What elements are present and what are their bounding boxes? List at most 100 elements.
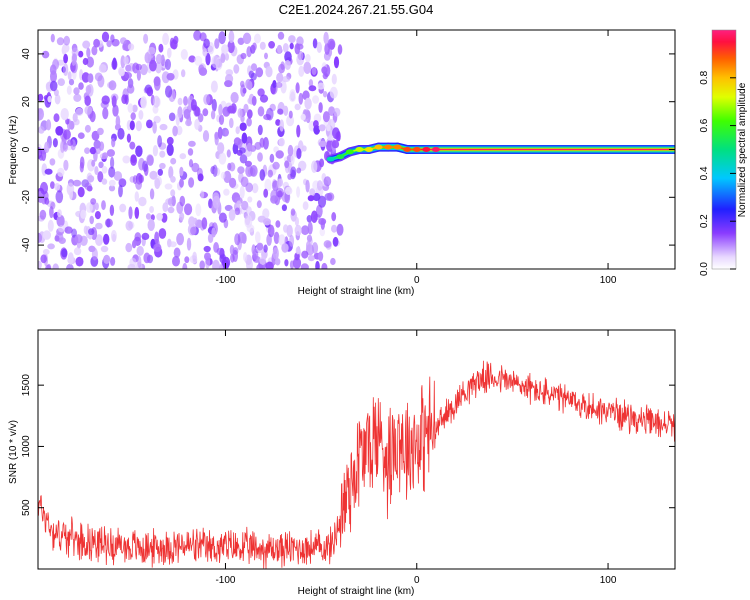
noise-blob xyxy=(67,71,72,80)
noise-blob xyxy=(224,53,229,61)
noise-blob xyxy=(288,110,293,119)
noise-blob xyxy=(272,161,280,170)
noise-blob xyxy=(228,209,236,221)
noise-blob xyxy=(281,76,291,83)
noise-blob xyxy=(242,32,252,44)
noise-blob xyxy=(110,34,115,43)
noise-blob xyxy=(72,53,77,63)
noise-blob xyxy=(202,48,208,57)
noise-blob xyxy=(278,63,285,74)
ridge-point xyxy=(431,147,440,152)
noise-blob xyxy=(98,64,107,73)
noise-blob xyxy=(298,92,304,105)
noise-blob xyxy=(179,195,186,207)
noise-blob xyxy=(212,259,220,269)
noise-blob xyxy=(69,187,73,200)
noise-blob xyxy=(142,160,148,172)
noise-blob xyxy=(218,31,226,45)
ridge-point xyxy=(393,144,402,150)
noise-blob xyxy=(94,202,99,211)
noise-blob xyxy=(294,224,302,236)
noise-blob xyxy=(47,243,55,250)
noise-blob xyxy=(184,256,190,264)
noise-blob xyxy=(245,165,254,177)
noise-blob xyxy=(84,95,91,107)
noise-blob xyxy=(239,122,247,131)
noise-blob xyxy=(323,240,332,248)
noise-blob xyxy=(316,41,322,54)
noise-blob xyxy=(167,47,172,59)
noise-blob xyxy=(126,133,131,143)
noise-blob xyxy=(143,252,151,264)
noise-blob xyxy=(143,33,149,44)
noise-blob xyxy=(256,263,264,269)
noise-blob xyxy=(168,166,174,179)
noise-blob xyxy=(202,130,210,142)
noise-blob xyxy=(79,156,85,169)
noise-blob xyxy=(276,72,284,83)
x-tick-label: 100 xyxy=(600,275,617,286)
noise-blob xyxy=(177,97,183,106)
colorbar-label: Normalized spectral amplitude xyxy=(737,82,748,217)
noise-blob xyxy=(235,126,240,135)
noise-blob xyxy=(191,162,200,173)
noise-blob xyxy=(138,174,144,184)
noise-blob xyxy=(218,114,225,126)
noise-blob xyxy=(262,137,269,150)
noise-blob xyxy=(305,54,311,63)
snr-series-line xyxy=(38,360,675,569)
noise-blob xyxy=(306,240,311,251)
noise-blob xyxy=(146,155,154,166)
ridge-point xyxy=(384,144,393,150)
noise-blob xyxy=(305,179,310,193)
noise-blob xyxy=(312,38,318,49)
noise-blob xyxy=(192,251,197,263)
noise-blob xyxy=(128,206,133,220)
noise-blob xyxy=(237,166,245,174)
noise-blob xyxy=(302,145,307,152)
noise-blob xyxy=(224,129,229,137)
noise-blob xyxy=(39,209,47,220)
noise-blob xyxy=(239,185,245,199)
noise-blob xyxy=(278,137,285,147)
noise-blob xyxy=(284,51,292,63)
noise-blob xyxy=(289,234,295,247)
noise-blob xyxy=(218,212,227,223)
colorbar-ticks: 0.0 0.2 0.4 0.6 0.8 xyxy=(699,70,736,276)
noise-blob xyxy=(159,123,168,131)
noise-blob xyxy=(263,114,272,121)
noise-blob xyxy=(312,95,320,104)
noise-blob xyxy=(41,50,50,59)
noise-blob xyxy=(146,87,154,97)
noise-blob xyxy=(57,167,65,177)
noise-blob xyxy=(66,85,72,95)
noise-blob xyxy=(111,137,116,148)
noise-blob xyxy=(38,93,44,102)
noise-blob xyxy=(257,88,265,97)
noise-blob xyxy=(228,30,235,44)
noise-blob xyxy=(233,137,241,146)
noise-blob xyxy=(268,41,275,49)
noise-blob xyxy=(119,203,127,213)
noise-blob xyxy=(223,188,230,196)
noise-blob xyxy=(55,126,64,136)
noise-blob xyxy=(132,240,137,249)
noise-blob xyxy=(295,82,300,94)
noise-blob xyxy=(63,129,71,140)
noise-blob xyxy=(110,156,115,169)
noise-blob xyxy=(88,245,95,252)
noise-blob xyxy=(263,188,269,198)
noise-blob xyxy=(306,234,313,243)
noise-blob xyxy=(318,140,327,147)
noise-blob xyxy=(101,178,108,185)
noise-blob xyxy=(162,32,170,46)
noise-blob xyxy=(188,55,196,63)
noise-blob xyxy=(276,44,283,54)
noise-blob xyxy=(124,72,132,79)
noise-blob xyxy=(190,226,197,236)
noise-blob xyxy=(97,127,104,136)
noise-blob xyxy=(50,181,55,190)
noise-blob xyxy=(207,233,214,243)
noise-blob xyxy=(229,117,234,129)
ridge-point xyxy=(374,144,383,150)
